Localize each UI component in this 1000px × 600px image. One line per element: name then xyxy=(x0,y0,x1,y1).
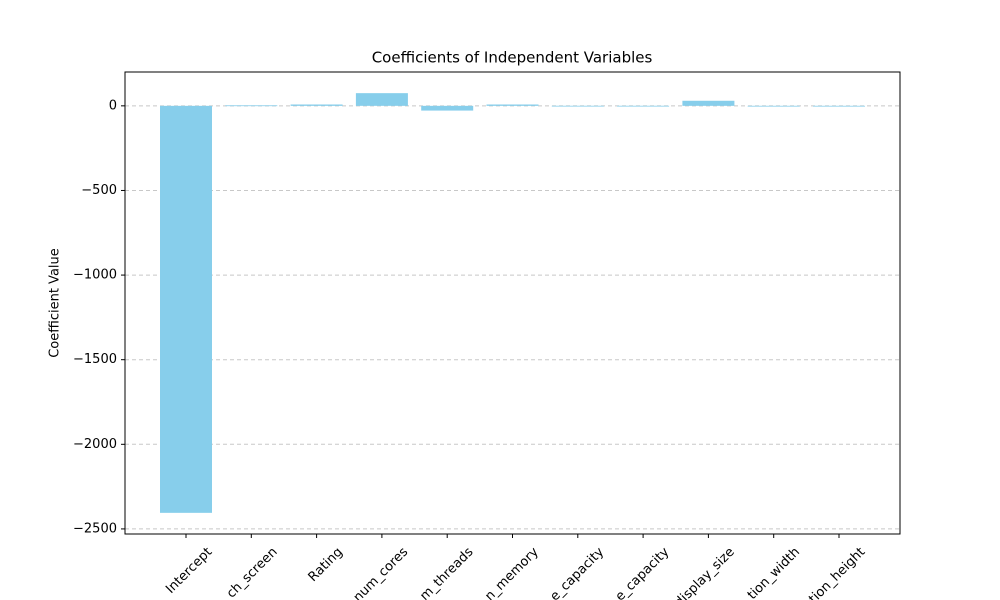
y-tick-label: −500 xyxy=(81,183,117,198)
x-tick-label: m_threads xyxy=(417,545,476,600)
y-tick-label: −1000 xyxy=(73,268,117,283)
y-axis-label: Coefficient Value xyxy=(48,248,63,358)
x-tick-label: ch_screen xyxy=(224,545,281,600)
x-tick-label: tion_width xyxy=(745,545,803,600)
x-tick-label: Rating xyxy=(306,545,346,585)
y-tick-label: −2500 xyxy=(73,521,117,536)
bar xyxy=(355,93,408,106)
bar xyxy=(160,105,212,513)
y-tick-label: −2000 xyxy=(73,437,117,452)
y-tick-label: 0 xyxy=(109,98,117,113)
x-tick-label: display_size xyxy=(672,545,738,600)
bar xyxy=(551,105,604,107)
x-tick-label: Intercept xyxy=(163,545,215,597)
bar xyxy=(682,100,735,106)
axes-frame xyxy=(124,71,901,535)
y-tick-label: −1500 xyxy=(73,352,117,367)
plot-area: 0 −500 −1000 −1500 −2000 −2500 Intercept ch_scr… xyxy=(73,93,900,600)
x-tick-label: n_memory xyxy=(482,544,542,600)
bar xyxy=(747,105,800,107)
x-tick-label: tion_height xyxy=(806,545,868,600)
x-tick-label: e_capacity xyxy=(547,544,607,600)
x-tick-label: num_cores xyxy=(351,545,412,600)
bar xyxy=(617,105,670,107)
bar xyxy=(225,105,278,107)
chart-title: Coefficients of Independent Variables xyxy=(372,49,653,67)
x-tick-label: e_capacity xyxy=(613,544,673,600)
bar xyxy=(486,104,539,106)
bar xyxy=(421,105,474,111)
bar xyxy=(290,104,343,106)
bar xyxy=(813,105,865,107)
